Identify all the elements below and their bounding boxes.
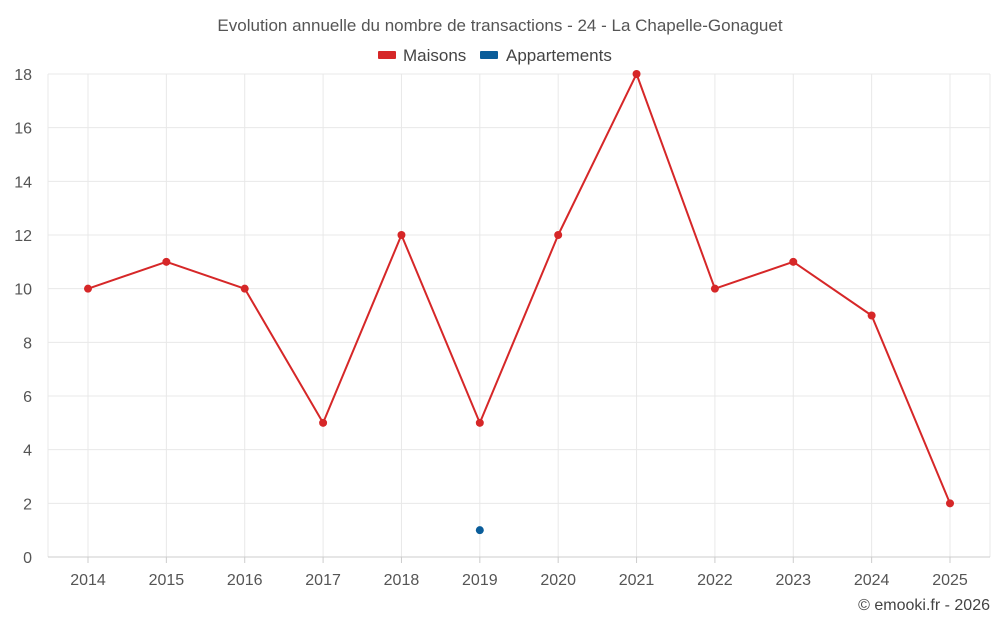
- data-point-appartements-2019[interactable]: [475, 526, 484, 535]
- data-point-maisons-2020[interactable]: [554, 231, 563, 239]
- legend-swatch-maisons: [378, 51, 396, 59]
- data-point-maisons-2018[interactable]: [397, 231, 406, 239]
- series: [84, 70, 954, 535]
- axes: [48, 556, 990, 563]
- y-tick-label: 10: [14, 282, 32, 299]
- x-tick-label: 2016: [227, 572, 263, 589]
- data-point-maisons-2016[interactable]: [240, 284, 249, 293]
- y-tick-label: 8: [23, 335, 32, 352]
- y-tick-label: 14: [14, 174, 32, 191]
- chart-title: Evolution annuelle du nombre de transact…: [217, 16, 782, 35]
- x-tick-label: 2014: [70, 572, 106, 589]
- x-tick-label: 2019: [462, 572, 498, 589]
- y-axis-ticks: 0 2 4 6 8 10 12 14 16 18: [14, 67, 32, 567]
- data-point-maisons-2014[interactable]: [84, 284, 92, 293]
- data-point-maisons-2017[interactable]: [319, 418, 328, 427]
- legend-label-appartements[interactable]: Appartements: [506, 46, 612, 65]
- legend-label-maisons[interactable]: Maisons: [403, 46, 466, 65]
- x-tick-label: 2017: [305, 572, 341, 589]
- data-point-maisons-2023[interactable]: [789, 257, 798, 266]
- data-point-maisons-2021[interactable]: [632, 70, 641, 78]
- legend: Maisons Appartements: [378, 46, 612, 65]
- data-point-maisons-2019[interactable]: [475, 418, 484, 427]
- x-tick-label: 2023: [775, 572, 811, 589]
- x-tick-label: 2024: [854, 572, 890, 589]
- x-axis-ticks: 2014 2015 2016 2017 2018 2019 2020 2021 2022 2023…: [70, 572, 968, 589]
- credit-text: © emooki.fr - 2026: [858, 597, 990, 614]
- series-line-maisons: [87, 73, 951, 504]
- y-tick-label: 16: [14, 121, 32, 138]
- y-tick-label: 18: [14, 67, 32, 84]
- y-tick-label: 0: [23, 550, 32, 567]
- y-tick-label: 6: [23, 389, 32, 406]
- legend-swatch-appartements: [480, 51, 498, 59]
- x-tick-label: 2020: [540, 572, 576, 589]
- x-tick-label: 2015: [149, 572, 185, 589]
- y-tick-label: 12: [14, 228, 32, 245]
- data-point-maisons-2022[interactable]: [710, 284, 719, 293]
- x-tick-label: 2025: [932, 572, 968, 589]
- x-tick-label: 2021: [619, 572, 655, 589]
- y-tick-label: 4: [23, 443, 32, 460]
- y-tick-label: 2: [23, 496, 32, 513]
- x-tick-label: 2022: [697, 572, 733, 589]
- data-point-maisons-2024[interactable]: [867, 311, 876, 320]
- data-point-maisons-2025[interactable]: [946, 499, 954, 508]
- grid: [47, 73, 991, 557]
- data-point-maisons-2015[interactable]: [162, 257, 171, 266]
- x-tick-label: 2018: [384, 572, 420, 589]
